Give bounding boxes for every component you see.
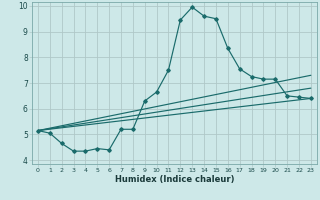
X-axis label: Humidex (Indice chaleur): Humidex (Indice chaleur)	[115, 175, 234, 184]
